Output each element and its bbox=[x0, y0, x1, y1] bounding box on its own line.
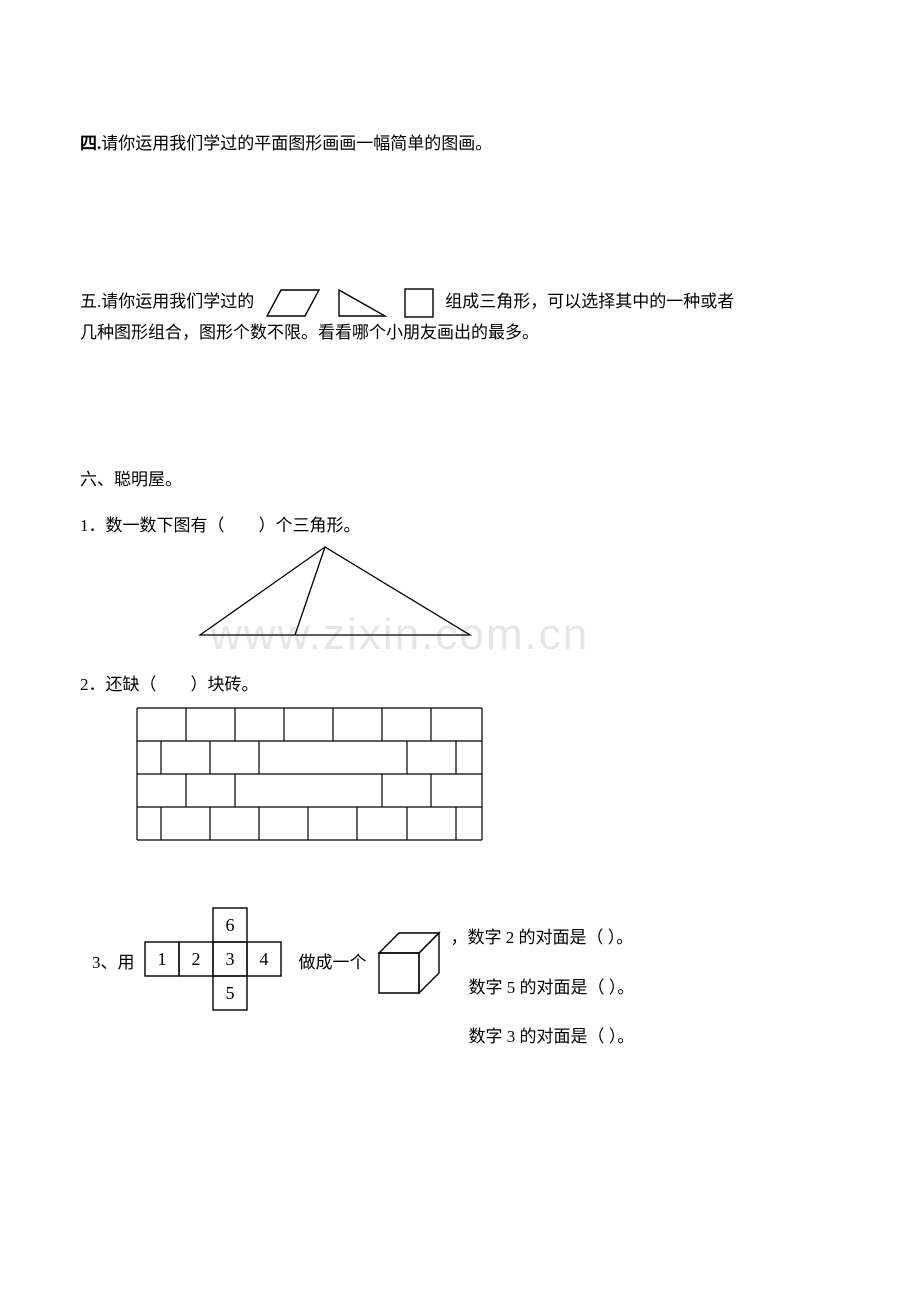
square-icon bbox=[403, 287, 435, 319]
q6-3-mid-b: ， bbox=[451, 928, 468, 947]
triangle-figure bbox=[190, 543, 840, 651]
q5-part-c: 几种图形组合，图形个数不限。看看哪个小朋友画出的最多。 bbox=[80, 319, 840, 346]
q5-part-b: 组成三角形，可以选择其中的一种或者 bbox=[445, 292, 734, 311]
q6-3-line-2: 数字 3 的对面是（ ）。 bbox=[469, 1023, 635, 1050]
q6-1-suffix: ）个三角形。 bbox=[259, 516, 361, 535]
q6-2-prefix: 2．还缺（ bbox=[80, 675, 157, 694]
q5-label: 五. bbox=[80, 292, 101, 311]
svg-text:5: 5 bbox=[225, 983, 234, 1003]
question-4: 四.请你运用我们学过的平面图形画画一幅简单的图画。 bbox=[80, 130, 840, 157]
q6-2-suffix: ）块砖。 bbox=[191, 675, 259, 694]
q5-part-a: 请你运用我们学过的 bbox=[101, 292, 254, 311]
right-triangle-icon bbox=[337, 288, 387, 318]
q6-3-line-1: 数字 5 的对面是（ ）。 bbox=[469, 974, 635, 1001]
q4-label: 四. bbox=[80, 134, 101, 153]
question-5: 五.请你运用我们学过的 组成三角形，可以选择其中的一种或者 几种图形组合，图形个… bbox=[80, 287, 840, 346]
cube-icon bbox=[375, 929, 445, 995]
q6-item-3: 3、用 6 1 2 3 4 5 做成一个 ，数字 2 的对面是（ ）。 数字 5 的对面是… bbox=[80, 904, 840, 1072]
svg-text:3: 3 bbox=[225, 949, 234, 969]
q6-3-label: 3、用 bbox=[92, 949, 135, 976]
parallelogram-icon bbox=[265, 288, 321, 318]
q6-item-2: 2．还缺（ ）块砖。 bbox=[80, 671, 840, 698]
question-6: 六、聪明屋。 1．数一数下图有（ ）个三角形。 2．还缺（ ）块砖。 3、用 bbox=[80, 466, 840, 1072]
svg-text:4: 4 bbox=[259, 949, 268, 969]
svg-text:2: 2 bbox=[191, 949, 200, 969]
brick-figure bbox=[135, 706, 840, 854]
q6-item-1: 1．数一数下图有（ ）个三角形。 bbox=[80, 512, 840, 539]
svg-text:1: 1 bbox=[157, 949, 166, 969]
q6-1-prefix: 1．数一数下图有（ bbox=[80, 516, 225, 535]
q6-3-line-0: 数字 2 的对面是（ ）。 bbox=[468, 928, 634, 947]
q6-3-mid-a: 做成一个 bbox=[299, 949, 367, 976]
cube-net-icon: 6 1 2 3 4 5 bbox=[141, 904, 291, 1020]
q4-text: 请你运用我们学过的平面图形画画一幅简单的图画。 bbox=[101, 134, 492, 153]
svg-text:6: 6 bbox=[225, 915, 234, 935]
q6-title: 六、聪明屋。 bbox=[80, 466, 840, 493]
